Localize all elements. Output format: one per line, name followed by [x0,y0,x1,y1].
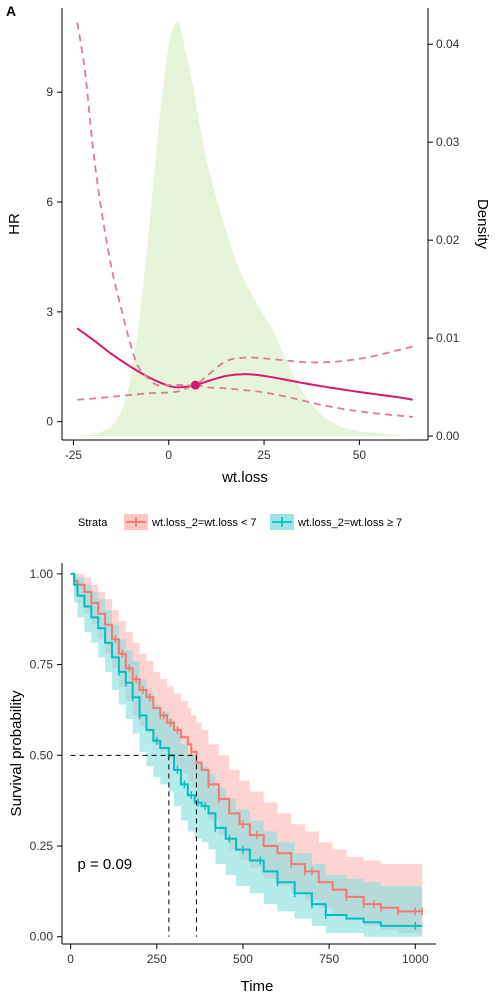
density-area-layer [69,22,409,437]
bottom-axes-layer: 0 250 500 750 1000 0.00 0.25 0.50 0.75 1.00 [30,563,436,966]
bottom-x-tick-label: 250 [147,952,167,966]
bottom-y-tick-label: 0.50 [30,748,54,762]
top-y2-axis-label: Density [474,199,491,250]
top-y-tick-label: 9 [46,85,53,99]
median-survival-lines [70,754,197,937]
hr-ci-upper-line [76,22,413,387]
legend-title: Strata [78,517,108,529]
bottom-y-tick-label: 0.75 [30,658,54,672]
legend-entry-ge7: wt.loss_2=wt.loss ≥ 7 [297,517,402,529]
legend-key-lt7 [124,514,148,530]
bottom-y-tick-label: 0.00 [30,930,54,944]
top-x-axis-label: wt.loss [221,469,268,486]
hr-ci-lower-line [77,384,413,418]
legend-entry-lt7: wt.loss_2=wt.loss < 7 [151,517,257,529]
bottom-x-tick-label: 0 [67,952,74,966]
bottom-x-tick-label: 500 [233,952,253,966]
km-legend: Strata wt.loss_2=wt.loss < 7 wt.loss_2=w… [78,514,402,530]
top-axes-layer: -25 0 25 50 0 3 6 9 0.00 0.01 0.02 0.03 0.04 [46,8,460,462]
top-x-tick-label: -25 [65,448,83,462]
top-y2-tick-label: 0.01 [436,331,460,345]
km-curve-lt7 [70,572,423,913]
top-y-tick-label: 3 [46,305,53,319]
top-x-tick-label: 0 [165,448,172,462]
top-x-tick-label: 25 [257,448,271,462]
km-confidence-bands [70,573,423,937]
hr-line [76,327,413,401]
hr-lines-layer [76,22,413,418]
km-censor-marks [90,598,423,930]
top-y2-tick-label: 0.02 [436,233,460,247]
density-area [69,22,409,437]
hr-density-chart: -25 0 25 50 0 3 6 9 0.00 0.01 0.02 0.03 0.04 wt.loss… [6,8,491,486]
bottom-x-tick-label: 750 [319,952,339,966]
top-y2-tick-label: 0.03 [436,135,460,149]
top-y2-tick-label: 0.00 [436,429,460,443]
top-y-tick-label: 0 [46,415,53,429]
bottom-x-axis-label: Time [241,978,274,995]
bottom-x-tick-label: 1000 [402,952,429,966]
p-value-annotation: p = 0.09 [78,856,133,873]
band-ge7 [70,573,423,937]
top-y2-tick-label: 0.04 [436,37,460,51]
top-y-tick-label: 6 [46,195,53,209]
reference-point [190,380,200,390]
bottom-y-tick-label: 0.25 [30,839,54,853]
top-x-tick-label: 50 [353,448,367,462]
bottom-y-tick-label: 1.00 [30,567,54,581]
bottom-y-axis-label: Survival probability [8,690,25,816]
top-y-axis-label: HR [6,213,23,235]
legend-key-ge7 [270,514,294,530]
panel-label: A [6,3,16,19]
km-survival-chart: 0 250 500 750 1000 0.00 0.25 0.50 0.75 1.00 p = 0… [8,563,436,995]
